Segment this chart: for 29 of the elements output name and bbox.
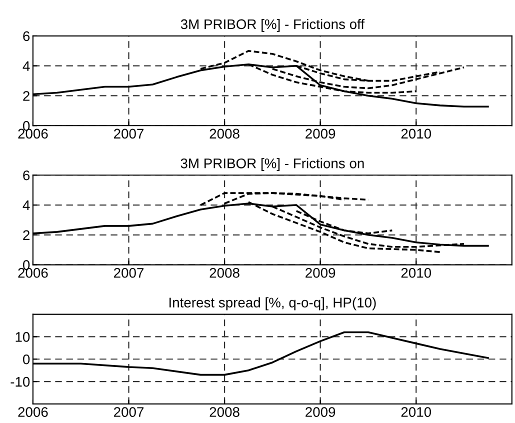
x-tick-label: 2008 <box>210 268 240 278</box>
x-tick-label: 2009 <box>306 268 336 278</box>
x-tick-label: 2006 <box>18 128 48 139</box>
y-tick-label: 10 <box>16 332 30 342</box>
chart-title: 3M PRIBOR [%] - Frictions off <box>180 18 365 32</box>
x-tick-label: 2010 <box>401 268 432 278</box>
x-tick-label: 2010 <box>401 128 432 139</box>
y-tick-label: 6 <box>23 170 30 180</box>
x-tick-label: 2006 <box>18 268 48 278</box>
x-tick-label: 2008 <box>210 128 240 139</box>
x-tick-label: 2009 <box>306 407 336 417</box>
y-tick-label: 6 <box>23 31 30 42</box>
y-tick-label: 2 <box>23 91 30 101</box>
x-tick-label: 2007 <box>114 128 144 139</box>
chart-title: Interest spread [%, q-o-q], HP(10) <box>170 297 376 310</box>
y-tick-label: 4 <box>22 200 30 210</box>
x-tick-label: 2009 <box>306 128 336 139</box>
x-tick-label: 2007 <box>114 268 144 278</box>
y-tick-label: 4 <box>22 61 30 71</box>
x-tick-label: 2010 <box>401 407 432 417</box>
y-tick-label: 0 <box>23 354 30 364</box>
y-tick-label: 0 <box>23 260 30 270</box>
y-tick-label: -10 <box>10 376 30 387</box>
y-tick-label: 0 <box>23 120 30 131</box>
chart-title: 3M PRIBOR [%] - Frictions on <box>180 158 364 172</box>
x-tick-label: 2006 <box>18 407 48 417</box>
x-tick-label: 2007 <box>114 407 144 417</box>
x-tick-label: 2008 <box>210 407 240 417</box>
y-tick-label: 2 <box>23 230 30 240</box>
